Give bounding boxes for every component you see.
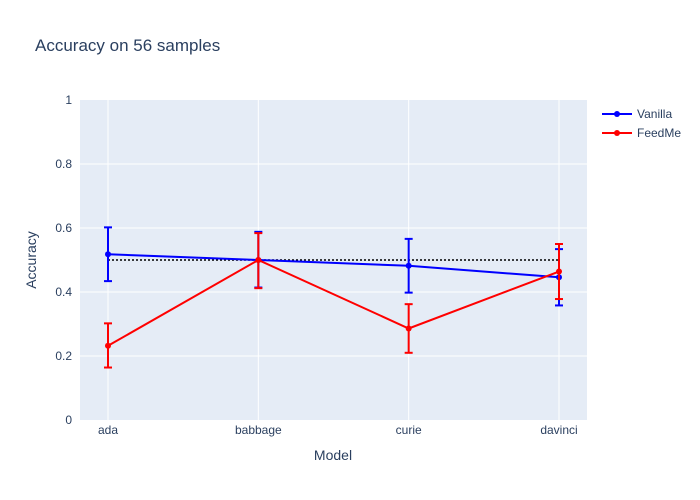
x-axis-title: Model <box>314 447 352 463</box>
y-tick-label: 0.4 <box>55 285 72 299</box>
data-point <box>405 325 412 332</box>
x-tick-label: babbage <box>235 423 282 437</box>
series-line <box>107 258 560 347</box>
y-axis-title: Accuracy <box>23 231 39 289</box>
x-tick-label: davinci <box>540 423 577 437</box>
legend[interactable]: Vanilla FeedMe <box>602 107 681 140</box>
data-point <box>255 257 262 263</box>
x-tick-label: ada <box>98 423 118 437</box>
series-layer <box>104 226 563 369</box>
data-point <box>556 268 562 275</box>
legend-item-vanilla[interactable]: Vanilla <box>602 107 672 121</box>
y-tick-label: 0.8 <box>55 157 72 171</box>
series-feedme <box>104 232 563 369</box>
legend-label: FeedMe <box>637 126 681 140</box>
legend-swatch-marker <box>614 111 620 117</box>
y-tick-label: 1 <box>65 93 72 107</box>
legend-label: Vanilla <box>637 107 672 121</box>
data-point <box>105 342 111 349</box>
chart-title: Accuracy on 56 samples <box>35 36 220 55</box>
y-tick-label: 0 <box>65 413 72 427</box>
legend-swatch-marker <box>614 130 620 136</box>
data-point <box>405 262 412 269</box>
x-axis-ticks: ada babbage curie davinci <box>98 423 578 437</box>
y-axis-ticks: 0 0.2 0.4 0.6 0.8 1 <box>55 93 72 427</box>
legend-item-feedme[interactable]: FeedMe <box>602 126 681 140</box>
y-tick-label: 0.6 <box>55 221 72 235</box>
y-tick-label: 0.2 <box>55 349 72 363</box>
data-point <box>105 251 111 258</box>
x-tick-label: curie <box>396 423 422 437</box>
series-line <box>107 253 560 279</box>
